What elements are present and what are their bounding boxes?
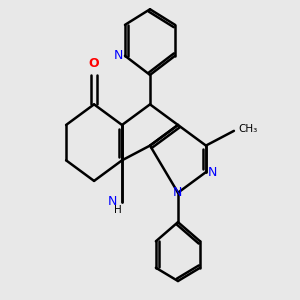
Text: H: H [114, 206, 122, 215]
Text: O: O [89, 57, 99, 70]
Text: CH₃: CH₃ [238, 124, 258, 134]
Text: N: N [108, 195, 118, 208]
Text: N: N [208, 166, 217, 178]
Text: N: N [114, 49, 123, 62]
Text: N: N [173, 186, 182, 199]
